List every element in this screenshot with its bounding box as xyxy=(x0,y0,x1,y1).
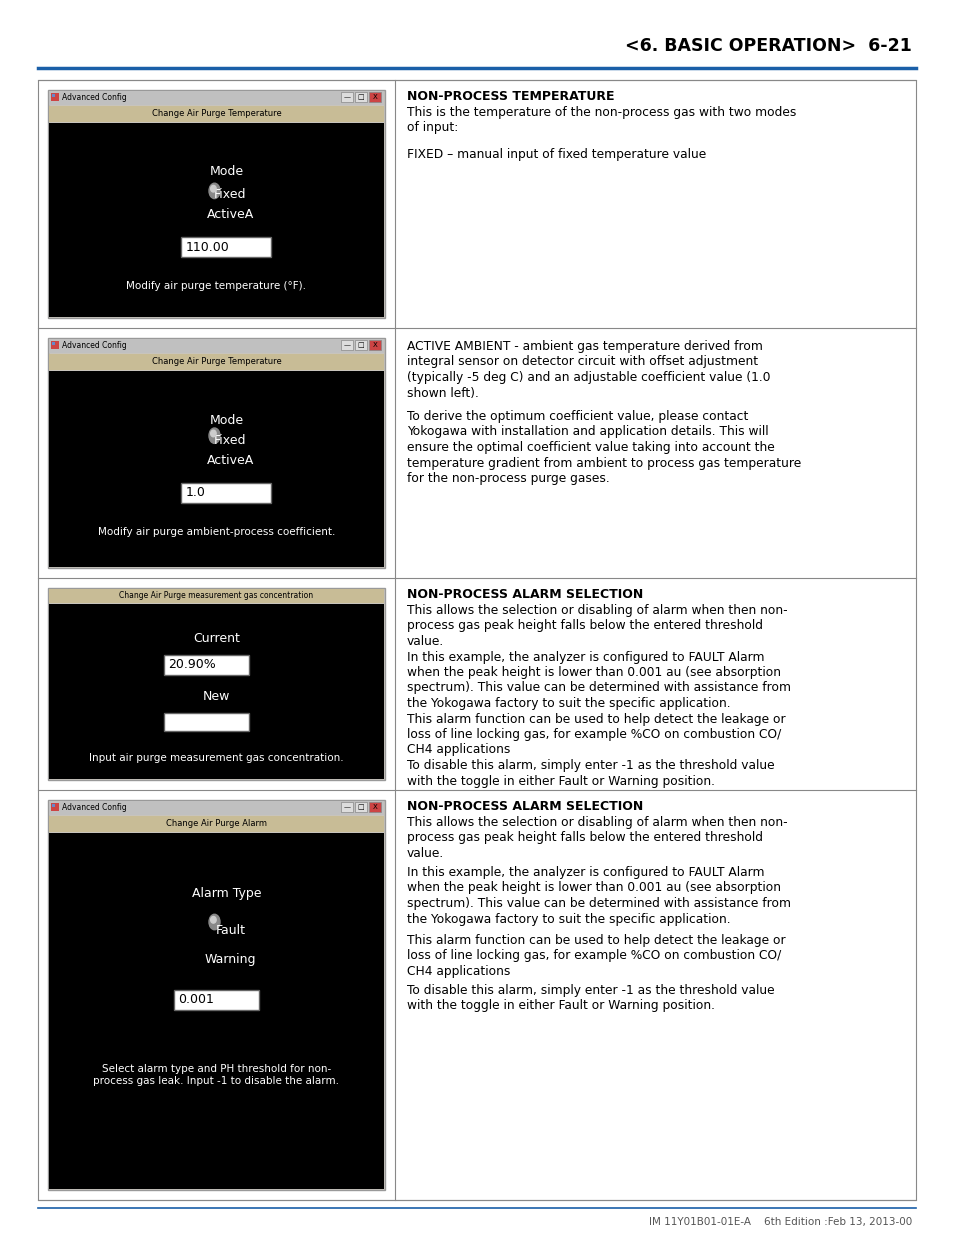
Text: 110.00: 110.00 xyxy=(185,241,229,254)
Bar xyxy=(49,354,384,370)
Text: Fixed: Fixed xyxy=(214,188,247,201)
Bar xyxy=(49,124,384,317)
Text: NON-PROCESS TEMPERATURE: NON-PROCESS TEMPERATURE xyxy=(407,90,614,103)
Bar xyxy=(49,370,384,567)
Text: Mode: Mode xyxy=(210,165,243,178)
Bar xyxy=(48,338,385,568)
Text: 20.90%: 20.90% xyxy=(168,658,215,672)
Text: In this example, the analyzer is configured to FAULT Alarm
when the peak height : In this example, the analyzer is configu… xyxy=(407,866,790,925)
Bar xyxy=(52,94,55,98)
Bar xyxy=(355,802,367,811)
Text: FIXED – manual input of fixed temperature value: FIXED – manual input of fixed temperatur… xyxy=(407,148,705,161)
Text: This allows the selection or disabling of alarm when then non-
process gas peak : This allows the selection or disabling o… xyxy=(407,816,787,860)
Text: ActiveA: ActiveA xyxy=(207,207,253,221)
Ellipse shape xyxy=(209,914,220,930)
Text: Alarm Type: Alarm Type xyxy=(192,887,261,900)
Text: ActiveA: ActiveA xyxy=(207,453,253,467)
Text: This is the temperature of the non-process gas with two modes
of input:: This is the temperature of the non-proce… xyxy=(407,106,796,135)
Text: □: □ xyxy=(357,342,364,348)
Bar xyxy=(51,803,59,811)
Bar xyxy=(340,340,353,350)
Text: Change Air Purge Temperature: Change Air Purge Temperature xyxy=(152,357,281,367)
Bar xyxy=(369,91,380,103)
Bar xyxy=(355,340,367,350)
Text: ACTIVE AMBIENT - ambient gas temperature derived from
integral sensor on detecto: ACTIVE AMBIENT - ambient gas temperature… xyxy=(407,340,770,399)
Text: Current: Current xyxy=(193,632,240,646)
Text: Select alarm type and PH threshold for non-
process gas leak. Input -1 to disabl: Select alarm type and PH threshold for n… xyxy=(93,1065,339,1086)
Bar xyxy=(355,91,367,103)
Text: <6. BASIC OPERATION>  6-21: <6. BASIC OPERATION> 6-21 xyxy=(624,37,911,56)
Bar xyxy=(51,341,59,350)
Bar xyxy=(48,588,385,781)
Ellipse shape xyxy=(211,430,216,437)
Text: □: □ xyxy=(357,804,364,810)
Text: To disable this alarm, simply enter -1 as the threshold value
with the toggle in: To disable this alarm, simply enter -1 a… xyxy=(407,984,774,1013)
Bar xyxy=(51,93,59,101)
Text: Change Air Purge Temperature: Change Air Purge Temperature xyxy=(152,110,281,119)
Bar xyxy=(49,589,384,603)
Ellipse shape xyxy=(211,185,216,191)
Text: X: X xyxy=(373,342,377,348)
Text: Modify air purge ambient-process coefficient.: Modify air purge ambient-process coeffic… xyxy=(98,526,335,537)
Bar xyxy=(340,91,353,103)
Bar xyxy=(49,816,384,832)
Bar xyxy=(173,989,258,1010)
Ellipse shape xyxy=(211,916,216,923)
Bar xyxy=(340,802,353,811)
Bar xyxy=(49,106,384,122)
Bar xyxy=(164,713,249,730)
Text: □: □ xyxy=(357,94,364,100)
Bar xyxy=(52,342,55,345)
Text: NON-PROCESS ALARM SELECTION: NON-PROCESS ALARM SELECTION xyxy=(407,588,642,601)
Text: This allows the selection or disabling of alarm when then non-
process gas peak : This allows the selection or disabling o… xyxy=(407,604,790,788)
Text: Fixed: Fixed xyxy=(214,433,247,447)
Bar xyxy=(181,237,272,257)
Text: Advanced Config: Advanced Config xyxy=(62,94,127,103)
Text: X: X xyxy=(373,804,377,810)
Text: Input air purge measurement gas concentration.: Input air purge measurement gas concentr… xyxy=(89,753,343,763)
Ellipse shape xyxy=(209,429,220,443)
Text: To derive the optimum coefficient value, please contact
Yokogawa with installati: To derive the optimum coefficient value,… xyxy=(407,410,801,485)
Text: —: — xyxy=(343,94,350,100)
Text: IM 11Y01B01-01E-A    6th Edition :Feb 13, 2013-00: IM 11Y01B01-01E-A 6th Edition :Feb 13, 2… xyxy=(648,1216,911,1228)
Text: This alarm function can be used to help detect the leakage or
loss of line locki: This alarm function can be used to help … xyxy=(407,934,785,978)
Text: Change Air Purge Alarm: Change Air Purge Alarm xyxy=(166,820,267,829)
Bar xyxy=(164,655,249,674)
Text: New: New xyxy=(203,690,230,703)
Bar xyxy=(49,832,384,1189)
Bar xyxy=(49,91,384,105)
Text: Advanced Config: Advanced Config xyxy=(62,342,127,351)
Bar xyxy=(48,90,385,317)
Text: 0.001: 0.001 xyxy=(178,993,213,1007)
Text: X: X xyxy=(373,94,377,100)
Bar xyxy=(369,802,380,811)
Ellipse shape xyxy=(209,183,220,199)
Bar xyxy=(49,802,384,815)
Bar xyxy=(49,604,384,779)
Text: Change Air Purge measurement gas concentration: Change Air Purge measurement gas concent… xyxy=(119,592,314,600)
Text: NON-PROCESS ALARM SELECTION: NON-PROCESS ALARM SELECTION xyxy=(407,800,642,813)
Bar xyxy=(181,483,272,503)
Text: Fault: Fault xyxy=(215,925,245,937)
Text: Advanced Config: Advanced Config xyxy=(62,804,127,813)
Bar xyxy=(48,800,385,1191)
Text: —: — xyxy=(343,804,350,810)
Text: —: — xyxy=(343,342,350,348)
Text: Modify air purge temperature (°F).: Modify air purge temperature (°F). xyxy=(127,280,306,291)
Bar xyxy=(52,804,55,806)
Text: 1.0: 1.0 xyxy=(185,487,205,499)
Bar xyxy=(369,340,380,350)
Text: Warning: Warning xyxy=(205,953,256,966)
Bar xyxy=(49,338,384,353)
Text: Mode: Mode xyxy=(210,414,243,426)
